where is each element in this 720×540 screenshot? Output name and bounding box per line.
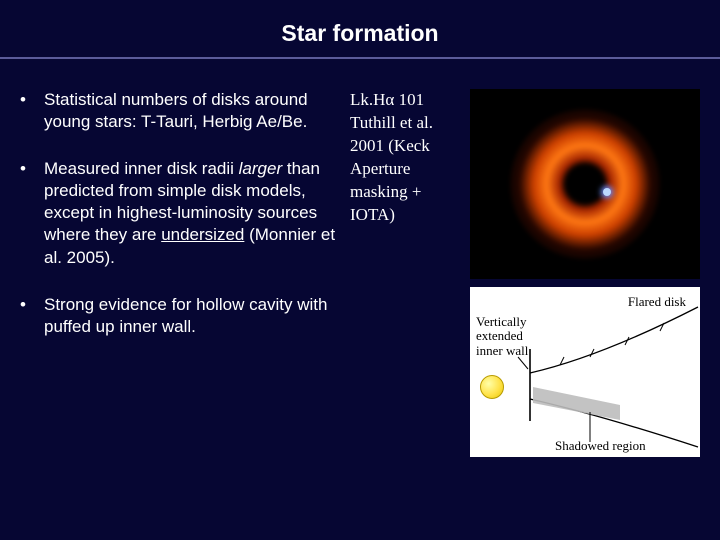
bullet-list: • Statistical numbers of disks around yo… <box>20 89 340 338</box>
diagram-svg <box>470 287 700 457</box>
bullet-text: Statistical numbers of disks around youn… <box>44 89 340 133</box>
image-caption: Lk.Hα 101 Tuthill et al. 2001 (Keck Aper… <box>350 89 460 457</box>
bullet-mark: • <box>20 294 44 338</box>
disk-star <box>603 188 611 196</box>
star-icon <box>480 375 504 399</box>
disk-observation-image <box>470 89 700 279</box>
list-item: • Measured inner disk radii larger than … <box>20 158 340 268</box>
flared-disk-label: Flared disk <box>628 295 686 309</box>
bullet-column: • Statistical numbers of disks around yo… <box>20 89 340 457</box>
flared-disk-diagram: Flared disk Vertically extended inner wa… <box>470 287 700 457</box>
content-row: • Statistical numbers of disks around yo… <box>0 59 720 457</box>
slide-title: Star formation <box>0 0 720 57</box>
list-item: • Strong evidence for hollow cavity with… <box>20 294 340 338</box>
right-column: Lk.Hα 101 Tuthill et al. 2001 (Keck Aper… <box>350 89 700 457</box>
image-stack: Flared disk Vertically extended inner wa… <box>470 89 700 457</box>
bullet-text: Strong evidence for hollow cavity with p… <box>44 294 340 338</box>
list-item: • Statistical numbers of disks around yo… <box>20 89 340 133</box>
disk-glow <box>510 109 660 259</box>
inner-wall-label: Vertically extended inner wall <box>476 315 544 358</box>
bullet-text: Measured inner disk radii larger than pr… <box>44 158 340 268</box>
bullet-mark: • <box>20 89 44 133</box>
shadowed-region-label: Shadowed region <box>555 439 646 453</box>
bullet-mark: • <box>20 158 44 268</box>
